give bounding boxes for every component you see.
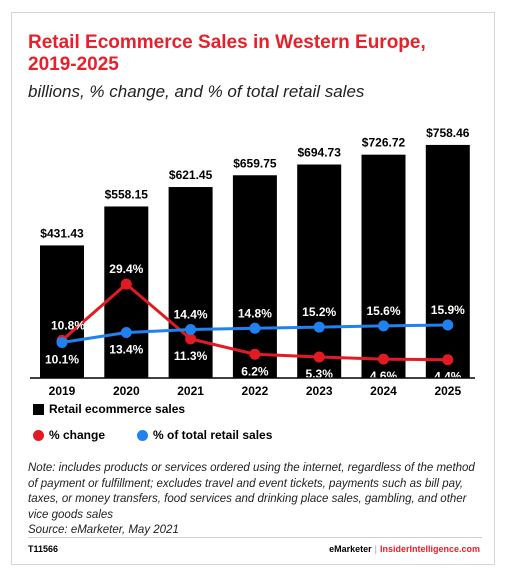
note-source: Source: eMarketer, May 2021 <box>28 524 179 536</box>
share-point <box>313 321 325 333</box>
share-point <box>249 322 261 334</box>
bar-value-label: $431.43 <box>40 226 84 240</box>
legend-item-share: % of total retail sales <box>137 428 272 442</box>
brand-emarketer: eMarketer <box>329 544 372 554</box>
change-point <box>313 351 325 363</box>
x-tick-label: 2023 <box>306 384 333 398</box>
bar <box>361 154 406 378</box>
bar <box>297 164 342 378</box>
change-point <box>378 353 389 365</box>
bar <box>40 245 84 378</box>
x-tick-label: 2021 <box>177 384 204 398</box>
chart-note: Note: includes products or services orde… <box>28 461 478 539</box>
legend-item-change: % change <box>33 428 105 442</box>
share-value-label: 15.2% <box>302 305 336 319</box>
change-value-label: 4.4% <box>434 370 462 384</box>
chart-plot: $431.43 $558.15 $621.45 $659.75 $694.73 $726.… <box>30 126 475 398</box>
share-value-label: 13.4% <box>109 343 143 357</box>
footer-brand: eMarketer | InsiderIntelligence.com <box>329 544 480 554</box>
chart-subtitle: billions, % change, and % of total retai… <box>28 82 365 101</box>
change-value-label: 29.4% <box>109 262 143 276</box>
note-text: Note: includes products or services orde… <box>28 462 475 521</box>
change-value-label: 5.3% <box>306 367 334 381</box>
legend-dot-icon <box>33 429 44 441</box>
change-point <box>442 354 454 366</box>
x-axis-ticks: 2019 2020 2021 2022 2023 2024 2025 <box>49 384 462 398</box>
chart-card <box>11 12 495 565</box>
legend-square-icon <box>33 403 44 415</box>
legend-dot-icon <box>137 429 148 441</box>
legend-label-change: % change <box>49 428 106 442</box>
bar-value-label: $726.72 <box>362 136 406 150</box>
footer-divider <box>28 537 482 538</box>
bar-value-label: $558.15 <box>105 187 149 201</box>
legend-label-share: % of total retail sales <box>153 428 273 442</box>
change-value-label: 6.2% <box>241 364 269 378</box>
share-point <box>120 327 132 339</box>
bar-value-label: $694.73 <box>298 146 342 160</box>
bar-value-label: $758.46 <box>426 126 470 140</box>
change-point <box>249 348 261 360</box>
share-value-label: 15.9% <box>431 303 465 317</box>
x-tick-label: 2025 <box>434 384 461 398</box>
share-point <box>185 323 197 335</box>
change-value-label: 11.3% <box>174 349 208 363</box>
share-point <box>378 320 389 332</box>
chart-title: Retail Ecommerce Sales in Western Europe… <box>28 32 426 75</box>
x-tick-label: 2020 <box>113 384 140 398</box>
brand-insider-intelligence: InsiderIntelligence.com <box>379 544 480 554</box>
change-point <box>185 333 197 345</box>
share-value-label: 14.8% <box>238 306 272 320</box>
share-value-label: 15.6% <box>366 304 400 318</box>
share-value-label: 10.1% <box>45 353 79 367</box>
bar <box>104 206 149 378</box>
bar <box>425 144 470 378</box>
change-value-label: 10.8% <box>51 318 85 332</box>
change-point <box>120 278 132 290</box>
brand-separator: | <box>374 544 377 554</box>
change-value-label: 4.6% <box>370 369 398 383</box>
line-series <box>56 278 454 366</box>
chart-id: T11566 <box>28 544 59 554</box>
x-tick-label: 2022 <box>242 384 269 398</box>
legend-label-ecommerce-sales: Retail ecommerce sales <box>49 402 186 416</box>
share-value-label: 14.4% <box>174 307 208 321</box>
share-point <box>56 337 68 348</box>
bar-value-label: $621.45 <box>169 168 213 182</box>
bar <box>168 187 213 378</box>
legend-item-ecommerce-sales: Retail ecommerce sales <box>33 402 185 416</box>
bar-value-label: $659.75 <box>233 156 277 170</box>
share-point <box>442 319 454 331</box>
bar <box>232 175 277 378</box>
x-tick-label: 2024 <box>370 384 397 398</box>
x-tick-label: 2019 <box>49 384 76 398</box>
bar-series <box>40 144 470 378</box>
